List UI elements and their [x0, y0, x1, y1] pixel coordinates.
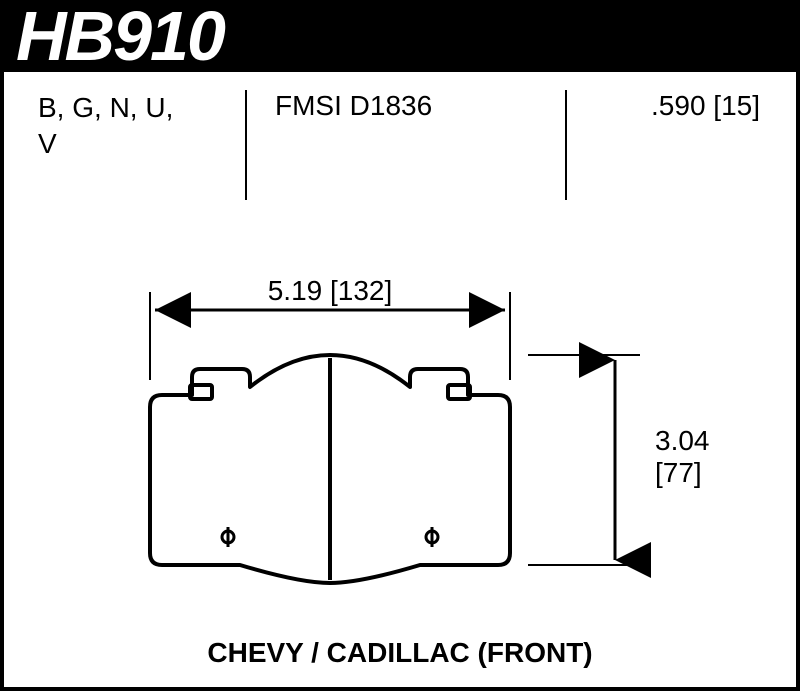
svg-text:5.19 [132]: 5.19 [132]: [268, 275, 393, 306]
brake-pad-outline: [150, 355, 510, 583]
compound-codes: B, G, N, U, V: [38, 90, 173, 163]
svg-text:3.04: 3.04: [655, 425, 710, 456]
brake-pad-diagram: 5.19 [132] 3.04 [77]: [0, 260, 800, 630]
info-row: B, G, N, U, V FMSI D1836 .590 [15]: [0, 90, 800, 210]
compounds-line2: V: [38, 126, 173, 162]
svg-text:[77]: [77]: [655, 457, 702, 488]
thickness: .590 [15]: [651, 90, 760, 122]
height-dimension: 3.04 [77]: [528, 355, 710, 565]
compounds-line1: B, G, N, U,: [38, 90, 173, 126]
caption: CHEVY / CADILLAC (FRONT): [0, 637, 800, 669]
fmsi-code: FMSI D1836: [275, 90, 432, 122]
